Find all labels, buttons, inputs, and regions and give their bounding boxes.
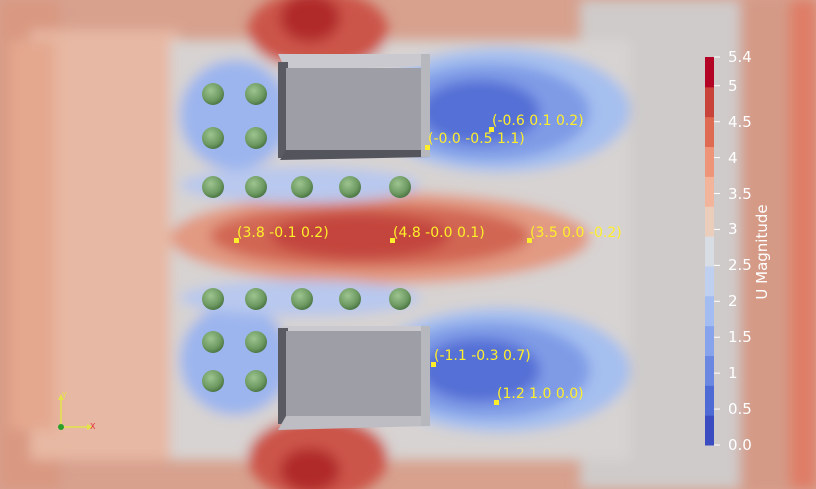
colorbar-band — [705, 116, 714, 148]
sphere-obstacle — [389, 288, 411, 310]
colorbar-tick-label: 3.5 — [728, 184, 752, 203]
colorbar-band — [705, 57, 714, 88]
colorbar-tick-label: 5.4 — [728, 48, 752, 66]
colorbar-tick-label: 2 — [728, 292, 738, 311]
probe-label: (3.5 0.0 -0.2) — [530, 225, 622, 241]
probe-marker — [494, 400, 499, 405]
sphere-obstacle — [202, 288, 224, 310]
sphere-array — [202, 83, 411, 392]
colorbar-tick-label: 2.5 — [728, 256, 752, 275]
colorbar-tick-label: 0.5 — [728, 400, 752, 419]
probe-label: (1.2 1.0 0.0) — [497, 386, 584, 402]
colorbar-band — [705, 146, 714, 177]
axis-label-x: X — [90, 422, 96, 431]
colorbar-tick-label: 5 — [728, 76, 738, 95]
probe-label: (-0.0 -0.5 1.1) — [428, 131, 525, 147]
colorbar-band — [705, 236, 714, 267]
colorbar-band — [705, 206, 714, 237]
sphere-obstacle — [245, 370, 267, 392]
sphere-obstacle — [202, 176, 224, 198]
probe-marker — [431, 362, 436, 367]
colorbar-band — [705, 176, 714, 207]
probe-label: (3.8 -0.1 0.2) — [237, 225, 329, 241]
probe-label: (4.8 -0.0 0.1) — [393, 225, 485, 241]
colorbar-band — [705, 295, 714, 327]
probe-marker — [527, 238, 532, 243]
colorbar-band — [705, 265, 714, 297]
upper-block — [278, 54, 430, 160]
sphere-obstacle — [245, 331, 267, 353]
sphere-obstacle — [389, 176, 411, 198]
probe-marker — [234, 238, 239, 243]
colorbar-band — [705, 86, 714, 118]
sphere-obstacle — [202, 127, 224, 149]
colorbar-tick-label: 1.5 — [728, 328, 752, 347]
lower-block — [278, 326, 430, 430]
colorbar-band — [705, 385, 714, 416]
colorbar-tick-label: 1 — [728, 364, 738, 383]
sphere-obstacle — [202, 331, 224, 353]
colorbar-band — [705, 355, 714, 386]
axis-label-y: Y — [62, 391, 67, 400]
sphere-obstacle — [339, 176, 361, 198]
probe-marker — [425, 145, 430, 150]
sphere-obstacle — [339, 288, 361, 310]
probe-label: (-0.6 0.1 0.2) — [492, 113, 584, 129]
sphere-obstacle — [291, 288, 313, 310]
sphere-obstacle — [202, 370, 224, 392]
sphere-obstacle — [291, 176, 313, 198]
colorbar-tick-label: 4.5 — [728, 112, 752, 131]
colorbar-title: U Magnitude — [753, 204, 771, 300]
colorbar-tick-label: 0.0 — [728, 436, 752, 454]
probe-marker — [489, 127, 494, 132]
colorbar-band — [705, 415, 714, 446]
colorbar — [705, 56, 720, 446]
colorbar-tick-label: 3 — [728, 220, 738, 239]
orientation-axes — [58, 394, 93, 430]
colorbar-band — [705, 325, 714, 356]
probe-label: (-1.1 -0.3 0.7) — [434, 348, 531, 364]
sphere-obstacle — [245, 127, 267, 149]
colorbar-tick-label: 4 — [728, 148, 738, 167]
probe-marker — [390, 238, 395, 243]
sphere-obstacle — [245, 288, 267, 310]
sphere-obstacle — [245, 83, 267, 105]
sphere-obstacle — [202, 83, 224, 105]
sphere-obstacle — [245, 176, 267, 198]
